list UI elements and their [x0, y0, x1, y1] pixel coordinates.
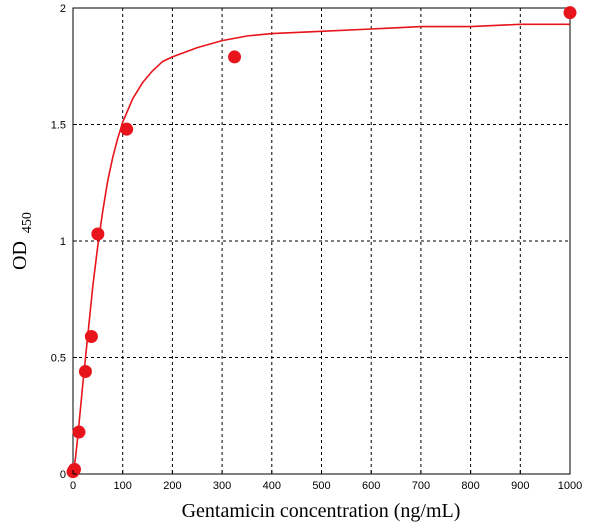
- y-tick-label: 0: [60, 469, 66, 481]
- grid-layer: [73, 8, 570, 474]
- x-axis-label: Gentamicin concentration (ng/mL): [182, 500, 461, 522]
- data-point: [91, 227, 105, 241]
- x-tick-label: 800: [461, 480, 479, 492]
- y-tick-label: 1.5: [51, 120, 66, 132]
- data-point: [563, 6, 577, 20]
- x-tick-label: 300: [213, 480, 231, 492]
- y-tick-label: 2: [60, 3, 66, 15]
- x-tick-label: 700: [412, 480, 430, 492]
- fitted-curve-line: [72, 23, 570, 475]
- data-point: [72, 425, 86, 439]
- x-tick-label: 900: [511, 480, 529, 492]
- y-axis-label-group: OD 450: [9, 212, 35, 270]
- x-tick-label: 100: [114, 480, 132, 492]
- x-tick-label: 500: [312, 480, 330, 492]
- points-layer: [66, 6, 577, 479]
- svg-text:OD 450: OD 450: [9, 212, 35, 270]
- x-axis-ticks: 0 100 200 300 400 500 600 700 800 900 1000: [70, 470, 582, 492]
- data-point: [78, 364, 92, 378]
- x-tick-label: 400: [263, 480, 281, 492]
- data-point: [84, 330, 98, 344]
- x-tick-label: 600: [362, 480, 380, 492]
- y-axis-ticks: 0 0.5 1 1.5 2: [51, 3, 77, 481]
- curve-layer: [72, 23, 570, 475]
- y-tick-label: 1: [60, 236, 66, 248]
- x-tick-label: 0: [70, 480, 76, 492]
- y-axis-label-subscript: 450: [20, 212, 35, 233]
- data-point: [228, 50, 242, 64]
- data-point: [67, 462, 81, 476]
- data-point: [120, 122, 134, 136]
- x-tick-label: 1000: [558, 480, 582, 492]
- y-tick-label: 0.5: [51, 353, 66, 365]
- y-axis-label: OD: [9, 241, 31, 270]
- x-tick-label: 200: [163, 480, 181, 492]
